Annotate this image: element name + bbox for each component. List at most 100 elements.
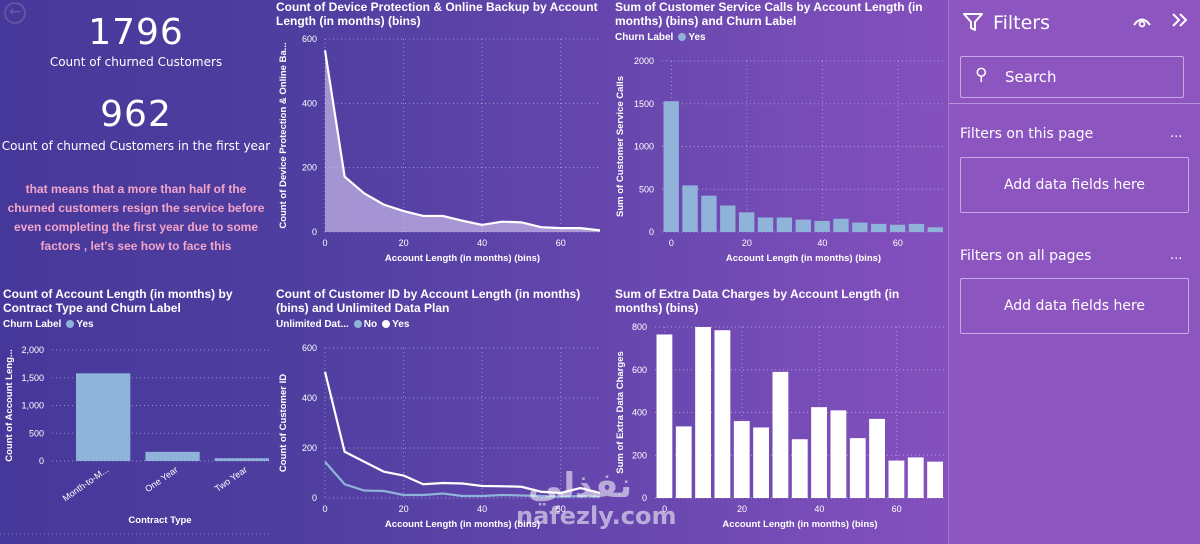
bar bbox=[927, 461, 943, 498]
bar bbox=[757, 217, 774, 232]
x-tick-label: 40 bbox=[817, 238, 827, 248]
legend-title: Churn Label bbox=[615, 32, 674, 43]
chart-service-calls[interactable]: 0 500 1000 1500 2000 0 20 40 60 Account Length (i… bbox=[605, 50, 950, 270]
y-axis-title: Count of Customer ID bbox=[278, 374, 289, 472]
x-tick-label: 0 bbox=[322, 238, 327, 248]
divider bbox=[949, 103, 1200, 104]
filters-pane: Filters ⚲ Search Filters on this page ..… bbox=[948, 0, 1200, 544]
bar bbox=[701, 195, 717, 232]
x-tick-label: 60 bbox=[556, 238, 566, 248]
y-tick-label: 1500 bbox=[634, 99, 654, 109]
eye-icon[interactable] bbox=[1133, 14, 1151, 32]
y-tick-label: 0 bbox=[39, 456, 44, 466]
x-tick-label: 60 bbox=[892, 504, 902, 514]
legend-item[interactable]: Yes bbox=[76, 319, 94, 330]
kpi-label: Count of churned Customers in the first … bbox=[1, 139, 271, 153]
legend-item-yes[interactable]: Yes bbox=[392, 319, 410, 330]
bar bbox=[869, 418, 885, 498]
x-tick-label: 0 bbox=[669, 238, 674, 248]
x-tick-label: 0 bbox=[322, 504, 327, 514]
bar bbox=[776, 217, 793, 232]
bar bbox=[720, 205, 736, 232]
drop-zone-all-pages[interactable]: Add data fields here bbox=[960, 278, 1189, 334]
bar bbox=[852, 222, 868, 232]
y-tick-label: 2,000 bbox=[21, 345, 44, 355]
y-tick-label: 500 bbox=[29, 428, 44, 438]
bar bbox=[695, 327, 711, 498]
more-options-button[interactable]: ... bbox=[1170, 248, 1183, 263]
legend-item-no[interactable]: No bbox=[363, 319, 378, 330]
chart-contract-type[interactable]: 0 500 1,000 1,500 2,000 Contract Type Count of… bbox=[0, 335, 272, 540]
bar bbox=[908, 223, 925, 232]
x-tick-label: 60 bbox=[893, 238, 903, 248]
watermark: نفذلي nafezly.com bbox=[516, 468, 676, 528]
bar bbox=[772, 371, 789, 498]
legend-swatch-yes bbox=[382, 320, 391, 328]
visual-unlimited-data[interactable]: Count of Customer ID by Account Length (… bbox=[276, 287, 606, 330]
watermark-latin: nafezly.com bbox=[516, 502, 677, 530]
x-axis-title: Contract Type bbox=[128, 515, 191, 526]
x-tick-label: 0 bbox=[662, 504, 667, 514]
y-tick-label: 1,500 bbox=[21, 373, 44, 383]
bar bbox=[814, 220, 830, 232]
chart-device-protection[interactable]: 0 200 400 600 0 20 40 60 Account Length (in mont… bbox=[270, 30, 610, 270]
x-tick-label: 40 bbox=[477, 504, 487, 514]
y-tick-label: 0 bbox=[649, 227, 654, 237]
bar bbox=[849, 438, 866, 498]
y-tick-label: 600 bbox=[632, 365, 647, 375]
bar bbox=[675, 426, 692, 498]
chart-unlimited-data[interactable]: 0 200 400 600 0 20 40 60 Account Length (in mont… bbox=[270, 335, 610, 535]
y-axis-title: Count of Device Protection & Online Ba..… bbox=[278, 42, 289, 228]
funnel-icon bbox=[963, 12, 989, 34]
visual-device-protection[interactable]: Count of Device Protection & Online Back… bbox=[276, 0, 606, 28]
insight-note: that means that a more than half of the … bbox=[7, 182, 265, 253]
kpi-value: 1796 bbox=[88, 12, 184, 53]
report-canvas: ← 1796 Count of churned Customers 962 Co… bbox=[0, 0, 950, 540]
drop-zone-this-page[interactable]: Add data fields here bbox=[960, 157, 1189, 213]
section-label-all-pages: Filters on all pages bbox=[960, 248, 1092, 264]
filters-title: Filters bbox=[993, 12, 1051, 34]
bar bbox=[682, 185, 698, 232]
legend-item[interactable]: Yes bbox=[688, 32, 706, 43]
bar bbox=[714, 330, 731, 498]
more-options-button[interactable]: ... bbox=[1170, 126, 1183, 141]
y-tick-label: 600 bbox=[302, 343, 317, 353]
bar bbox=[145, 451, 200, 461]
bar bbox=[738, 212, 755, 232]
x-axis-title: Account Length (in months) (bins) bbox=[722, 519, 877, 530]
bar bbox=[871, 223, 887, 232]
legend-swatch bbox=[678, 33, 687, 41]
visual-service-calls[interactable]: Sum of Customer Service Calls by Account… bbox=[615, 0, 945, 43]
bar bbox=[753, 427, 769, 498]
bar bbox=[927, 227, 943, 232]
double-chevron-right-icon[interactable] bbox=[1171, 10, 1189, 34]
y-tick-label: 0 bbox=[312, 493, 317, 503]
bar bbox=[830, 410, 847, 498]
bar bbox=[907, 457, 924, 498]
bar bbox=[663, 101, 679, 232]
visual-extra-data[interactable]: Sum of Extra Data Charges by Account Len… bbox=[615, 287, 945, 315]
bar bbox=[656, 334, 673, 498]
y-tick-label: 1,000 bbox=[21, 401, 44, 411]
y-tick-label: 1000 bbox=[634, 142, 654, 152]
search-icon: ⚲ bbox=[975, 65, 988, 85]
x-tick-label: One Year bbox=[143, 464, 179, 494]
chart-title: Count of Account Length (in months) by C… bbox=[3, 287, 233, 315]
chart-title: Sum of Extra Data Charges by Account Len… bbox=[615, 287, 900, 315]
visual-contract-type[interactable]: Count of Account Length (in months) by C… bbox=[3, 287, 271, 330]
y-axis-title: Sum of Customer Service Calls bbox=[615, 76, 626, 217]
x-tick-label: 40 bbox=[814, 504, 824, 514]
bar bbox=[811, 407, 827, 498]
y-tick-label: 200 bbox=[302, 443, 317, 453]
bar bbox=[791, 439, 808, 498]
area-fill bbox=[325, 50, 600, 232]
back-arrow-icon[interactable]: ← bbox=[4, 2, 26, 24]
bar bbox=[795, 219, 811, 232]
kpi-value: 962 bbox=[100, 94, 172, 135]
x-tick-label: Two Year bbox=[213, 464, 249, 493]
filters-search-input[interactable]: ⚲ Search bbox=[960, 56, 1184, 98]
bar bbox=[76, 373, 131, 461]
y-tick-label: 400 bbox=[302, 393, 317, 403]
x-tick-label: 20 bbox=[737, 504, 747, 514]
chart-extra-data[interactable]: 0 200 400 600 800 0 20 40 60 Account Length (in m… bbox=[605, 318, 950, 533]
